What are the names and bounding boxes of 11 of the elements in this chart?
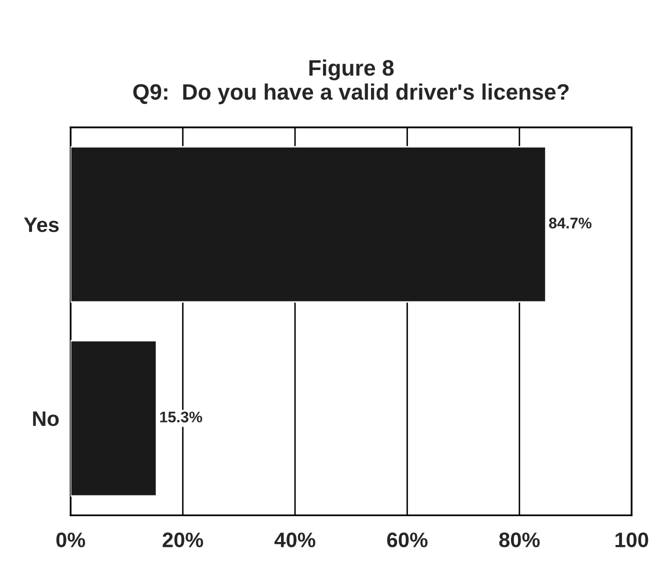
y-tick-label: Yes (24, 218, 59, 232)
data-label: 84.7% (549, 218, 592, 228)
x-tick-label: 40% (274, 532, 316, 548)
x-tick-label: 20% (162, 532, 204, 548)
y-tick-label: No (33, 412, 59, 426)
x-tick-label: 100 (616, 532, 648, 548)
x-tick-label: 0% (56, 532, 86, 548)
x-tick-label: 80% (499, 532, 540, 548)
data-label: 15.3% (160, 412, 202, 422)
x-tick-label: 60% (387, 532, 428, 548)
chart-title: Figure 8 Q9: Do you have a valid driver's license? (133, 59, 569, 104)
